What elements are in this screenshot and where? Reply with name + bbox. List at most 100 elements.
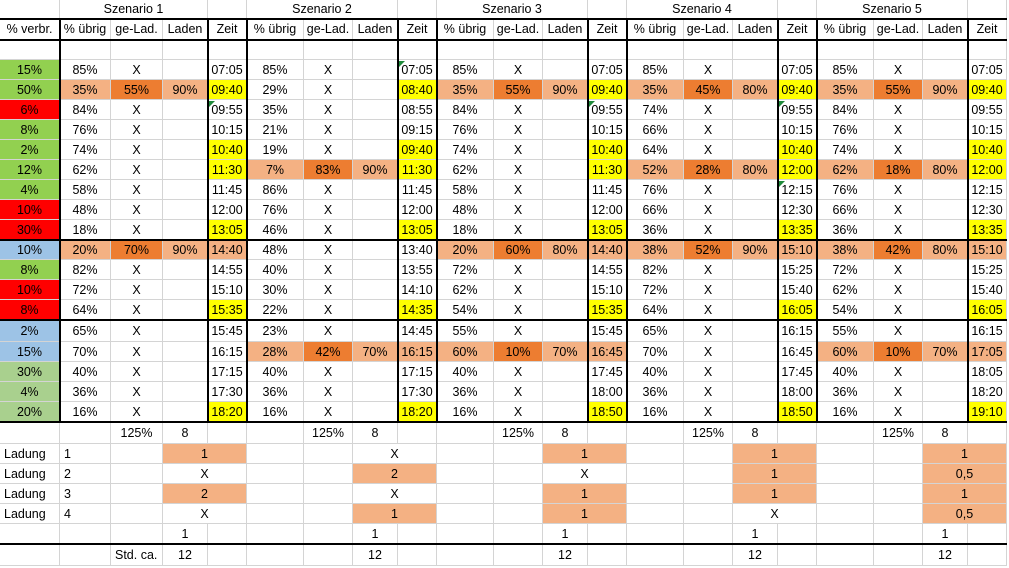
verbr-cell[interactable]: 10% — [0, 280, 60, 300]
laden-cell[interactable] — [733, 280, 778, 300]
laden-cell[interactable] — [543, 200, 588, 220]
gelad-cell[interactable]: X — [111, 260, 163, 280]
gelad-cell[interactable]: X — [494, 140, 543, 160]
empty-cell[interactable] — [60, 422, 111, 444]
uebrig-cell[interactable]: 36% — [60, 382, 111, 402]
empty-cell[interactable] — [247, 484, 304, 504]
empty-cell[interactable] — [111, 504, 163, 524]
empty-cell[interactable] — [437, 544, 494, 566]
zeit-cell[interactable]: 10:15 — [968, 120, 1007, 140]
uebrig-cell[interactable]: 72% — [627, 280, 684, 300]
zeit-cell[interactable]: 14:40 — [588, 240, 627, 260]
empty-cell[interactable] — [437, 422, 494, 444]
gelad-cell[interactable]: X — [111, 200, 163, 220]
uebrig-cell[interactable]: 40% — [60, 362, 111, 382]
header-laden[interactable]: Laden — [923, 19, 968, 40]
uebrig-cell[interactable]: 74% — [437, 140, 494, 160]
empty-cell[interactable] — [494, 544, 543, 566]
laden-cell[interactable] — [353, 240, 398, 260]
empty-cell[interactable] — [627, 422, 684, 444]
laden-cell[interactable] — [163, 100, 208, 120]
uebrig-cell[interactable]: 54% — [437, 300, 494, 320]
ladung-value[interactable]: 1 — [543, 444, 627, 464]
uebrig-cell[interactable]: 40% — [437, 362, 494, 382]
gelad-cell[interactable]: X — [494, 280, 543, 300]
zeit-cell[interactable]: 10:40 — [968, 140, 1007, 160]
empty-cell[interactable] — [0, 40, 60, 60]
empty-cell[interactable] — [627, 444, 684, 464]
empty-cell[interactable] — [494, 524, 543, 544]
gelad-cell[interactable]: X — [494, 300, 543, 320]
gelad-cell[interactable]: 42% — [304, 342, 353, 362]
empty-cell[interactable] — [817, 484, 874, 504]
zeit-cell[interactable]: 18:20 — [968, 382, 1007, 402]
verbr-cell[interactable]: 2% — [0, 140, 60, 160]
zeit-cell[interactable]: 12:30 — [778, 200, 817, 220]
laden-cell[interactable] — [353, 260, 398, 280]
empty-cell[interactable] — [968, 544, 1007, 566]
uebrig-cell[interactable]: 70% — [627, 342, 684, 362]
verbr-cell[interactable]: 2% — [0, 320, 60, 342]
gelad-cell[interactable]: 52% — [684, 240, 733, 260]
header-laden[interactable]: Laden — [353, 19, 398, 40]
empty-cell[interactable] — [0, 0, 60, 19]
pct-cell[interactable]: 125% — [494, 422, 543, 444]
empty-cell[interactable] — [208, 422, 247, 444]
gelad-cell[interactable]: X — [684, 100, 733, 120]
uebrig-cell[interactable]: 23% — [247, 320, 304, 342]
gelad-cell[interactable]: X — [684, 220, 733, 240]
laden-cell[interactable]: 70% — [543, 342, 588, 362]
gelad-cell[interactable]: 60% — [494, 240, 543, 260]
zeit-cell[interactable]: 11:30 — [208, 160, 247, 180]
empty-cell[interactable] — [817, 504, 874, 524]
header-uebrig[interactable]: % übrig — [817, 19, 874, 40]
zeit-cell[interactable]: 16:45 — [588, 342, 627, 362]
gelad-cell[interactable]: 10% — [874, 342, 923, 362]
uebrig-cell[interactable]: 48% — [437, 200, 494, 220]
pct-cell[interactable]: 125% — [874, 422, 923, 444]
header-gelad[interactable]: ge-Lad. — [111, 19, 163, 40]
zeit-cell[interactable]: 09:15 — [398, 120, 437, 140]
laden-cell[interactable] — [543, 280, 588, 300]
ladung-label[interactable]: Ladung — [0, 504, 60, 524]
uebrig-cell[interactable]: 74% — [627, 100, 684, 120]
zeit-cell[interactable]: 18:20 — [398, 402, 437, 422]
uebrig-cell[interactable]: 38% — [817, 240, 874, 260]
zeit-cell[interactable]: 14:45 — [398, 320, 437, 342]
uebrig-cell[interactable]: 58% — [60, 180, 111, 200]
empty-cell[interactable] — [247, 444, 304, 464]
ladung-value[interactable]: X — [733, 504, 817, 524]
zeit-cell[interactable]: 12:00 — [588, 200, 627, 220]
laden-cell[interactable] — [733, 140, 778, 160]
gelad-cell[interactable]: X — [111, 382, 163, 402]
zeit-cell[interactable]: 16:05 — [778, 300, 817, 320]
empty-cell[interactable] — [684, 464, 733, 484]
verbr-cell[interactable]: 15% — [0, 342, 60, 362]
empty-cell[interactable] — [208, 0, 247, 19]
gelad-cell[interactable]: X — [111, 280, 163, 300]
empty-cell[interactable] — [437, 504, 494, 524]
laden-cell[interactable] — [543, 220, 588, 240]
uebrig-cell[interactable]: 85% — [247, 60, 304, 80]
laden-cell[interactable] — [353, 402, 398, 422]
empty-cell[interactable] — [874, 504, 923, 524]
gelad-cell[interactable]: X — [684, 180, 733, 200]
zeit-cell[interactable]: 09:40 — [588, 80, 627, 100]
gelad-cell[interactable]: X — [874, 220, 923, 240]
uebrig-cell[interactable]: 62% — [817, 160, 874, 180]
empty-cell[interactable] — [968, 40, 1007, 60]
uebrig-cell[interactable]: 70% — [60, 342, 111, 362]
ladung-value[interactable]: X — [543, 464, 627, 484]
empty-cell[interactable] — [494, 40, 543, 60]
gelad-cell[interactable]: X — [304, 382, 353, 402]
laden-cell[interactable] — [543, 160, 588, 180]
verbr-cell[interactable]: 20% — [0, 402, 60, 422]
gelad-cell[interactable]: X — [874, 362, 923, 382]
zeit-cell[interactable]: 14:10 — [398, 280, 437, 300]
empty-cell[interactable] — [494, 464, 543, 484]
gelad-cell[interactable]: X — [684, 140, 733, 160]
uebrig-cell[interactable]: 16% — [247, 402, 304, 422]
uebrig-cell[interactable]: 76% — [247, 200, 304, 220]
laden-cell[interactable] — [353, 362, 398, 382]
laden-cell[interactable] — [163, 260, 208, 280]
